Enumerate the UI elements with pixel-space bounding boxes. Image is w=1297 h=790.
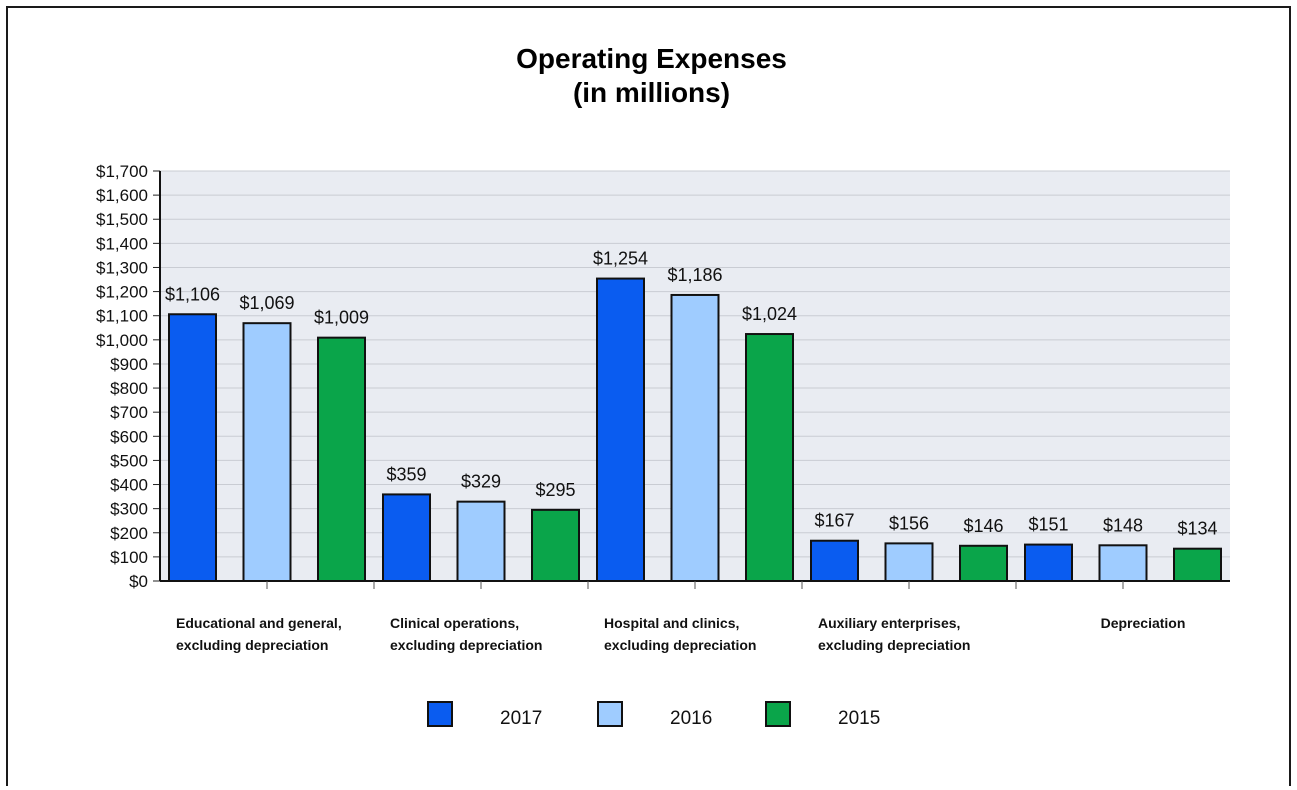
- y-tick-label: $1,100: [96, 307, 148, 326]
- data-label: $1,009: [314, 308, 369, 328]
- legend: 2017 2016 2015: [427, 701, 880, 729]
- y-tick-label: $1,300: [96, 258, 148, 277]
- bar-2017: [382, 493, 431, 582]
- y-tick-label: $600: [110, 427, 148, 446]
- chart-title: Operating Expenses: [516, 43, 787, 74]
- data-label: $1,106: [165, 284, 220, 304]
- y-tick-label: $300: [110, 500, 148, 519]
- bar-2015: [1173, 547, 1222, 583]
- data-label: $329: [461, 472, 501, 492]
- legend-label: 2015: [838, 708, 880, 729]
- data-label: $1,186: [667, 265, 722, 285]
- data-label: $148: [1103, 515, 1143, 535]
- bar-2015: [745, 333, 794, 583]
- y-tick-label: $1,500: [96, 210, 148, 229]
- data-labels: $1,106 $1,069 $1,009 $359 $329 $295 $1,254 $1,1…: [165, 249, 1218, 539]
- bar-2015: [531, 508, 580, 582]
- bar-2017: [168, 313, 217, 582]
- bar-2016: [456, 500, 506, 583]
- y-tick-label: $1,000: [96, 331, 148, 350]
- data-label: $151: [1028, 515, 1068, 535]
- y-tick-label: $400: [110, 476, 148, 495]
- y-tick-label: $900: [110, 355, 148, 374]
- legend-swatch-2015: [765, 701, 791, 727]
- data-label: $359: [386, 464, 426, 484]
- bar-2016: [242, 322, 292, 582]
- y-tick-label: $0: [129, 572, 148, 591]
- bar-2016: [670, 293, 720, 582]
- chart-title-block: Operating Expenses (in millions): [0, 42, 1297, 110]
- data-label: $156: [889, 513, 929, 533]
- legend-swatch-2016: [597, 701, 623, 727]
- y-tick-label: $500: [110, 451, 148, 470]
- x-category-label: Hospital and clinics,: [604, 615, 739, 631]
- data-label: $1,024: [742, 304, 797, 324]
- legend-label: 2017: [500, 708, 542, 729]
- data-label: $146: [963, 516, 1003, 536]
- x-category-label: excluding depreciation: [390, 637, 542, 653]
- bar-2015: [959, 544, 1008, 582]
- x-category-label: Educational and general,: [176, 615, 342, 631]
- x-category-label: excluding depreciation: [604, 637, 756, 653]
- y-tick-label: $800: [110, 379, 148, 398]
- y-tick-label: $100: [110, 548, 148, 567]
- data-label: $1,069: [239, 293, 294, 313]
- x-category-label: excluding depreciation: [818, 637, 970, 653]
- y-tick-label: $1,200: [96, 283, 148, 302]
- y-tick-label: $1,600: [96, 186, 148, 205]
- data-label: $134: [1177, 519, 1217, 539]
- x-category-label: Clinical operations,: [390, 615, 519, 631]
- y-tick-label: $1,700: [96, 162, 148, 181]
- legend-label: 2016: [670, 708, 712, 729]
- data-label: $1,254: [593, 249, 648, 269]
- x-category-label: Auxiliary enterprises,: [818, 615, 960, 631]
- bar-2016: [884, 542, 934, 582]
- y-tick-label: $700: [110, 403, 148, 422]
- data-label: $295: [535, 480, 575, 500]
- bar-2017: [596, 277, 645, 582]
- legend-swatch-2017: [427, 701, 453, 727]
- bar-2017: [810, 539, 859, 582]
- bar-2017: [1024, 543, 1073, 582]
- bar-2015: [317, 336, 366, 583]
- x-category-label: Depreciation: [1101, 615, 1186, 631]
- chart-subtitle: (in millions): [572, 77, 731, 108]
- axes: $0 $100 $200 $300 $400 $500 $600 $700 $800 $900 $1…: [96, 162, 1230, 653]
- y-tick-label: $200: [110, 524, 148, 543]
- bar-2016: [1098, 544, 1148, 583]
- x-category-label: excluding depreciation: [176, 637, 328, 653]
- y-tick-label: $1,400: [96, 234, 148, 253]
- data-label: $167: [814, 511, 854, 531]
